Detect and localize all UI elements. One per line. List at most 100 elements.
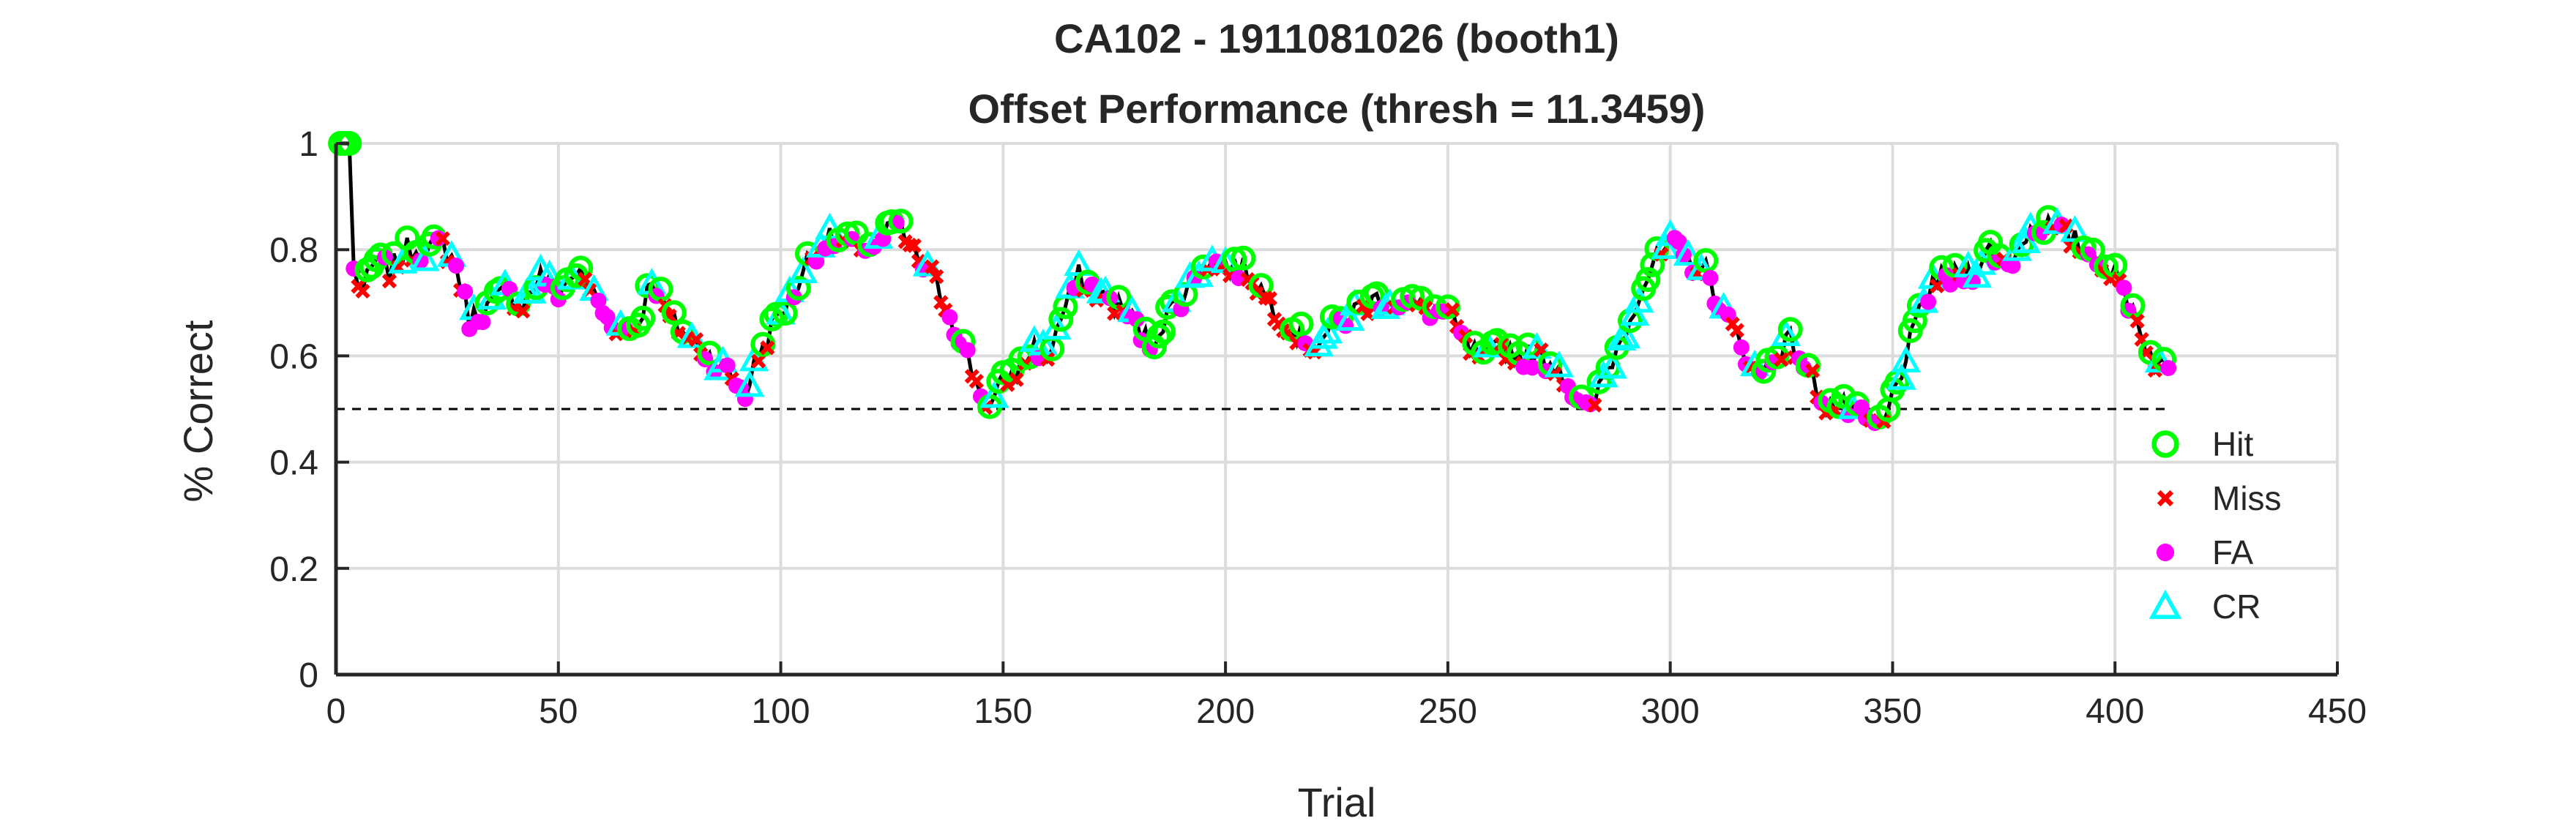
x-tick-label: 50 bbox=[539, 692, 578, 731]
miss-marker bbox=[1356, 299, 1371, 314]
fa-marker bbox=[430, 230, 447, 247]
cr-marker bbox=[1041, 312, 1072, 340]
miss-marker bbox=[1009, 372, 1024, 387]
fa-marker bbox=[719, 357, 736, 374]
miss-marker bbox=[933, 295, 949, 310]
miss-marker bbox=[760, 340, 775, 356]
hit-marker bbox=[1777, 317, 1803, 342]
fa-marker bbox=[1524, 359, 1541, 376]
hit-marker bbox=[1635, 267, 1661, 293]
fa-marker bbox=[1670, 233, 1687, 250]
x-tick-label: 150 bbox=[974, 692, 1032, 731]
cr-marker bbox=[979, 381, 1009, 408]
fa-marker bbox=[590, 292, 607, 309]
miss-marker bbox=[1930, 278, 1945, 293]
x-tick-label: 250 bbox=[1419, 692, 1477, 731]
cr-marker bbox=[1673, 239, 1703, 266]
miss-marker bbox=[1729, 323, 1744, 338]
y-tick-label: 0 bbox=[299, 656, 318, 695]
miss-marker bbox=[578, 271, 593, 287]
miss-marker bbox=[381, 274, 397, 289]
hit-marker bbox=[1222, 247, 1247, 272]
x-tick-label: 200 bbox=[1196, 692, 1255, 731]
y-tick-label: 0.6 bbox=[269, 337, 318, 376]
hit-marker bbox=[1048, 307, 1074, 332]
cr-marker bbox=[2011, 226, 2041, 254]
miss-marker bbox=[924, 259, 940, 274]
legend-label: FA bbox=[2212, 533, 2254, 571]
cr-marker bbox=[2148, 589, 2182, 619]
cr-marker bbox=[1544, 350, 1575, 378]
hit-marker bbox=[2151, 430, 2179, 458]
chart-title: CA102 - 1911081026 (booth1) bbox=[1054, 15, 1619, 61]
legend: Hit Miss FA CR bbox=[2148, 425, 2282, 626]
marker-layer bbox=[328, 131, 2177, 432]
hit-marker bbox=[759, 307, 785, 332]
fa-marker bbox=[808, 253, 825, 270]
chart-subtitle: Offset Performance (thresh = 11.3459) bbox=[968, 86, 1706, 132]
hit-marker bbox=[1764, 344, 1790, 370]
miss-marker bbox=[906, 238, 922, 253]
cr-marker bbox=[1588, 360, 1619, 388]
miss-marker bbox=[1587, 397, 1602, 413]
cr-marker bbox=[1597, 352, 1627, 379]
hit-marker bbox=[785, 275, 811, 301]
cr-marker bbox=[1606, 323, 1637, 351]
fa-marker bbox=[2156, 543, 2175, 562]
hit-marker bbox=[1231, 245, 1256, 271]
fa-marker bbox=[1920, 293, 1937, 310]
hit-marker bbox=[661, 300, 687, 326]
cr-marker bbox=[1651, 232, 1681, 259]
fa-marker bbox=[1733, 339, 1750, 356]
miss-marker bbox=[1444, 302, 1460, 318]
cr-marker bbox=[788, 256, 818, 284]
cr-marker bbox=[410, 244, 440, 271]
miss-marker bbox=[435, 230, 450, 247]
miss-marker bbox=[968, 373, 985, 389]
fa-marker bbox=[959, 342, 976, 359]
miss-marker bbox=[1774, 352, 1789, 367]
fa-marker bbox=[457, 283, 474, 300]
miss-marker bbox=[751, 353, 766, 369]
legend-label: Hit bbox=[2212, 425, 2253, 463]
miss-marker bbox=[1804, 363, 1821, 378]
miss-marker bbox=[515, 304, 531, 319]
fa-marker bbox=[941, 309, 958, 326]
miss-marker bbox=[929, 269, 944, 285]
fa-marker bbox=[1128, 311, 1145, 328]
miss-marker bbox=[2157, 489, 2174, 507]
fa-marker bbox=[2160, 360, 2177, 377]
fa-marker bbox=[448, 258, 465, 274]
hit-marker bbox=[772, 301, 798, 326]
x-tick-label: 350 bbox=[1863, 692, 1922, 731]
x-tick-label: 400 bbox=[2086, 692, 2144, 731]
hit-marker bbox=[1751, 359, 1777, 384]
cr-marker bbox=[1334, 304, 1365, 331]
cr-marker bbox=[1962, 260, 1993, 288]
tick-label-layer: 0 50 100 150 200 250 300 350 400 450 0 0.2 0.4 0.6 0.8… bbox=[269, 125, 2367, 731]
miss-marker bbox=[2129, 313, 2145, 329]
axes-layer bbox=[334, 142, 2339, 677]
fa-marker bbox=[1702, 269, 1719, 286]
hit-marker bbox=[1288, 311, 1314, 337]
fa-marker bbox=[474, 314, 491, 331]
fa-marker bbox=[1720, 306, 1736, 323]
cr-marker bbox=[734, 370, 765, 397]
cr-marker bbox=[1686, 253, 1717, 280]
x-tick-label: 0 bbox=[326, 692, 346, 731]
miss-marker bbox=[688, 332, 704, 348]
hit-marker bbox=[1640, 252, 1665, 277]
x-tick-label: 450 bbox=[2308, 692, 2367, 731]
x-axis-label: Trial bbox=[1298, 779, 1376, 825]
hit-marker bbox=[1173, 282, 1198, 307]
fa-marker bbox=[2004, 258, 2021, 274]
hit-marker bbox=[888, 209, 914, 234]
cr-marker bbox=[1891, 345, 1921, 372]
y-tick-label: 1 bbox=[299, 125, 318, 164]
legend-label: Miss bbox=[2212, 479, 2282, 517]
hit-marker bbox=[568, 255, 594, 281]
miss-marker bbox=[1262, 290, 1277, 307]
y-tick-label: 0.2 bbox=[269, 550, 318, 589]
hit-marker bbox=[1693, 248, 1719, 274]
